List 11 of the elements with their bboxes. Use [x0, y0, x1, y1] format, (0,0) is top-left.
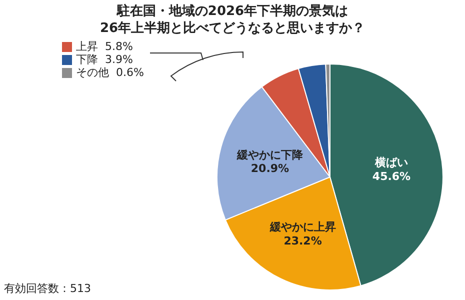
data-label: 45.6% — [372, 170, 411, 183]
data-label: 23.2% — [284, 234, 322, 248]
data-label: 20.9% — [250, 162, 290, 176]
legend-label: 下降 3.9% — [76, 53, 133, 66]
legend-label: 上昇 5.8% — [76, 40, 133, 53]
slice-label: 緩やかに上昇 — [268, 220, 336, 234]
slice-label: 横ばい — [374, 156, 408, 170]
text: 有効回答数：513 — [4, 281, 91, 296]
chart-title: 駐在国・地域の2026年下半期の景気は 26年上半期と比べてどうなると思いますか？ — [98, 3, 366, 37]
slice-label: 緩やかに下降 — [236, 148, 304, 162]
legend-label: その他 0.6% — [76, 66, 144, 79]
